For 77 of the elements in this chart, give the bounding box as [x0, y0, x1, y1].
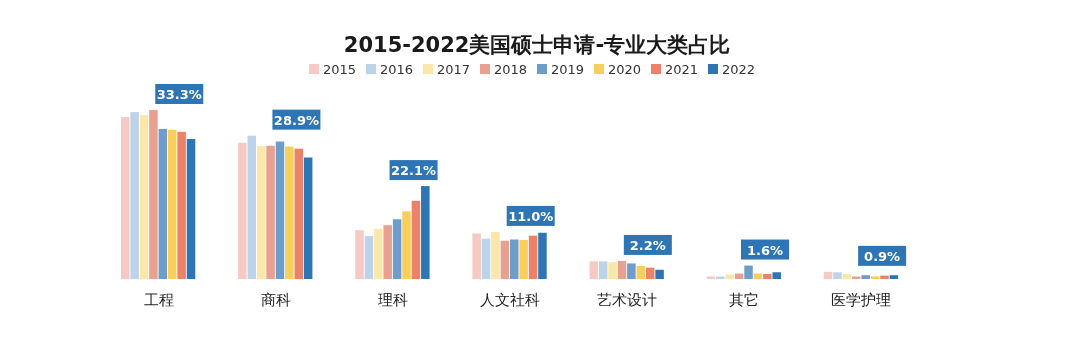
category: 理科	[377, 291, 408, 309]
bar	[528, 235, 538, 279]
bar	[266, 145, 275, 279]
bar	[852, 276, 861, 279]
legend-label: 2021	[665, 62, 699, 77]
category: 商科	[260, 291, 291, 309]
bar	[500, 240, 510, 279]
category: 其它	[729, 291, 760, 309]
legend-label: 2016	[380, 62, 414, 77]
bar	[880, 275, 889, 279]
bar	[120, 117, 130, 279]
bar	[421, 186, 430, 279]
bar	[238, 142, 247, 279]
bar	[491, 231, 500, 279]
category: 工程	[143, 291, 174, 309]
category: 人文社科	[480, 291, 540, 309]
bar	[655, 269, 664, 279]
data-label: 11.0%	[508, 208, 554, 224]
bar	[772, 272, 781, 279]
bar	[823, 271, 833, 279]
data-label: 1.6%	[746, 242, 784, 258]
bar	[167, 129, 177, 279]
bar	[861, 275, 870, 279]
bar	[636, 265, 646, 279]
bar	[589, 261, 599, 279]
bar	[402, 211, 411, 279]
bar	[186, 139, 196, 279]
bar	[617, 260, 627, 279]
data-label: 22.1%	[391, 163, 437, 179]
bar	[889, 275, 899, 279]
bar	[355, 230, 364, 279]
data-label: 33.3%	[156, 87, 202, 102]
bar	[842, 273, 852, 279]
legend-label: 2022	[722, 62, 756, 77]
bar	[256, 146, 266, 279]
bar	[706, 276, 716, 279]
bar	[392, 219, 402, 279]
bar	[275, 141, 285, 279]
bar	[870, 276, 880, 279]
bar	[149, 110, 158, 279]
data-label: 0.9%	[864, 248, 901, 264]
bar	[763, 273, 772, 279]
bar	[472, 233, 481, 279]
bar	[519, 239, 528, 279]
bar	[285, 146, 294, 279]
legend-label: 2020	[608, 62, 642, 77]
bar	[598, 261, 608, 279]
legend-label: 2019	[551, 62, 585, 77]
bar	[139, 115, 149, 279]
bar	[538, 232, 547, 279]
bar	[158, 128, 168, 279]
bar	[725, 274, 734, 279]
data-label: 2.2%	[629, 237, 666, 253]
data-label: 28.9%	[273, 112, 319, 128]
category: 艺术设计	[597, 291, 658, 309]
legend-label: 2017	[437, 62, 471, 77]
bar	[716, 276, 725, 279]
bar	[364, 236, 374, 279]
bar	[645, 267, 655, 279]
bar	[833, 272, 842, 279]
bar	[627, 263, 636, 279]
bar	[608, 262, 617, 279]
legend-label: 2015	[323, 62, 357, 77]
bar	[294, 148, 304, 279]
bar	[481, 238, 491, 279]
legend-label: 2018	[494, 62, 528, 77]
bar	[744, 265, 753, 279]
bar	[374, 228, 383, 279]
bar	[130, 112, 139, 279]
bar	[247, 135, 257, 279]
bar	[510, 239, 519, 279]
title: 2015-2022美国硕士申请-专业大类占比	[343, 33, 731, 57]
category: 医学护理	[831, 291, 892, 309]
bar	[177, 131, 186, 279]
bar	[411, 200, 421, 279]
bar	[383, 225, 392, 279]
bar	[303, 157, 313, 279]
